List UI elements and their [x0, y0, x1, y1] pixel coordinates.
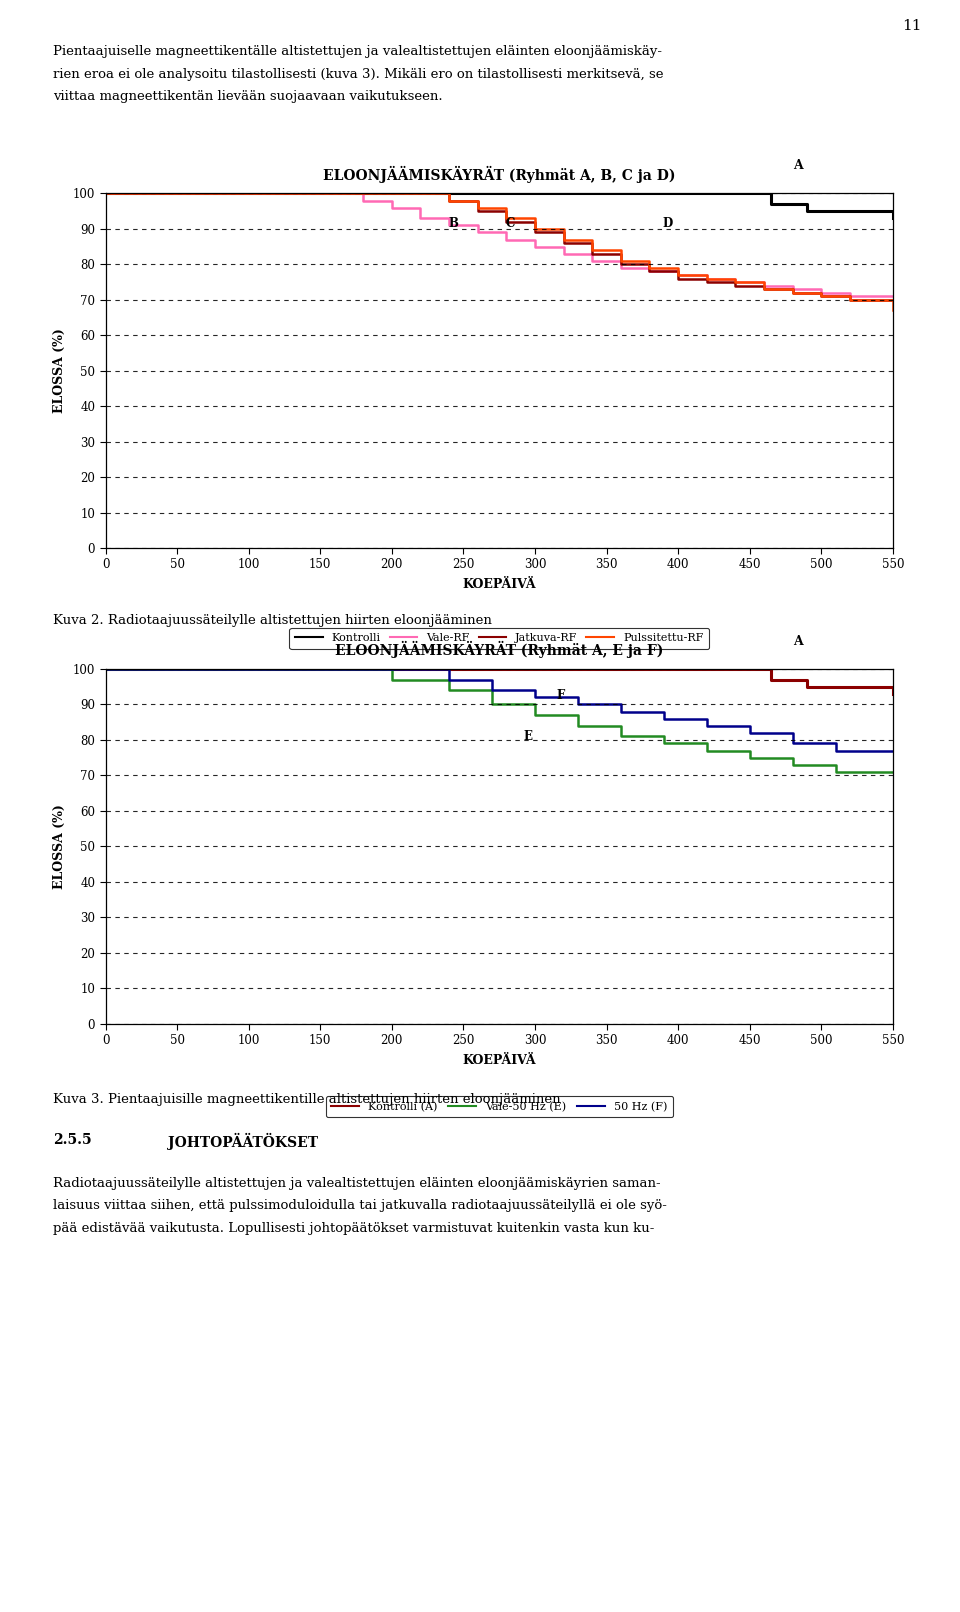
Y-axis label: ELOSSA (%): ELOSSA (%)	[53, 804, 66, 888]
Text: A: A	[794, 160, 804, 172]
Title: ELOONJÄÄMISKÄYRÄT (Ryhmät A, B, C ja D): ELOONJÄÄMISKÄYRÄT (Ryhmät A, B, C ja D)	[323, 166, 676, 182]
Text: B: B	[448, 218, 458, 231]
Text: F: F	[557, 688, 564, 703]
Legend: Kontrolli, Vale-RF, Jatkuva-RF, Pulssitettu-RF: Kontrolli, Vale-RF, Jatkuva-RF, Pulssite…	[289, 627, 709, 650]
X-axis label: KOEPÄIVÄ: KOEPÄIVÄ	[463, 1054, 536, 1067]
Text: JOHTOPÄÄTÖKSET: JOHTOPÄÄTÖKSET	[168, 1133, 318, 1151]
Title: ELOONJÄÄMISKÄYRÄT (Ryhmät A, E ja F): ELOONJÄÄMISKÄYRÄT (Ryhmät A, E ja F)	[335, 642, 663, 658]
Text: Kuva 3. Pientaajuisille magneettikentille altistettujen hiirten eloonjääminen: Kuva 3. Pientaajuisille magneettikentill…	[53, 1093, 561, 1106]
Text: Radiotaajuussäteilylle altistettujen ja valealtistettujen eläinten eloonjäämiskä: Radiotaajuussäteilylle altistettujen ja …	[53, 1177, 660, 1190]
Text: rien eroa ei ole analysoitu tilastollisesti (kuva 3). Mikäli ero on tilastollise: rien eroa ei ole analysoitu tilastollise…	[53, 68, 663, 81]
Text: pää edistävää vaikutusta. Lopullisesti johtopäätökset varmistuvat kuitenkin vast: pää edistävää vaikutusta. Lopullisesti j…	[53, 1222, 654, 1235]
Text: A: A	[794, 635, 804, 648]
Legend: Kontrolli (A), Vale-50 Hz (E), 50 Hz (F): Kontrolli (A), Vale-50 Hz (E), 50 Hz (F)	[325, 1096, 673, 1117]
X-axis label: KOEPÄIVÄ: KOEPÄIVÄ	[463, 579, 536, 592]
Text: E: E	[523, 730, 533, 743]
Text: 2.5.5: 2.5.5	[53, 1133, 91, 1148]
Text: viittaa magneettikentän lievään suojaavaan vaikutukseen.: viittaa magneettikentän lievään suojaava…	[53, 90, 443, 103]
Text: C: C	[506, 218, 516, 231]
Text: laisuus viittaa siihen, että pulssimoduloidulla tai jatkuvalla radiotaajuussätei: laisuus viittaa siihen, että pulssimodul…	[53, 1199, 666, 1212]
Text: 11: 11	[902, 19, 922, 34]
Text: D: D	[663, 218, 673, 231]
Text: Pientaajuiselle magneettikentälle altistettujen ja valealtistettujen eläinten el: Pientaajuiselle magneettikentälle altist…	[53, 45, 661, 58]
Text: Kuva 2. Radiotaajuussäteilylle altistettujen hiirten eloonjääminen: Kuva 2. Radiotaajuussäteilylle altistett…	[53, 614, 492, 627]
Y-axis label: ELOSSA (%): ELOSSA (%)	[53, 329, 66, 413]
